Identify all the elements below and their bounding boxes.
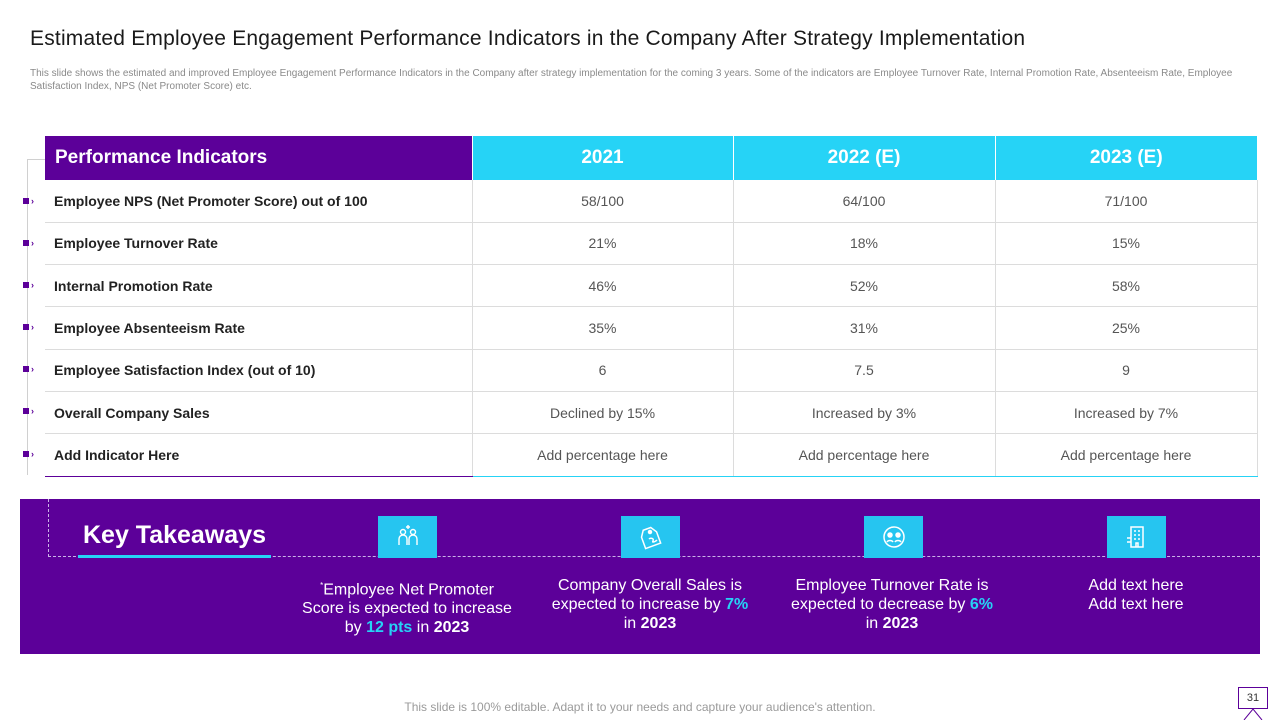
header-2022: 2022 (E): [732, 136, 995, 180]
cell-2021: 21%: [471, 222, 733, 266]
takeaway-nps: *Employee Net Promoter Score is expected…: [302, 576, 512, 637]
cell-2022: 31%: [732, 306, 995, 350]
table-row: Employee Absenteeism Rate 35% 31% 25%: [45, 306, 1258, 350]
cell-2022: 64/100: [732, 180, 995, 223]
row-bullet-icon: ›: [23, 196, 37, 206]
slide-footer-note: This slide is 100% editable. Adapt it to…: [404, 700, 876, 714]
table-row: Internal Promotion Rate 46% 52% 58%: [45, 264, 1258, 308]
row-label: Employee Satisfaction Index (out of 10): [45, 349, 472, 392]
header-2023: 2023 (E): [994, 136, 1257, 180]
takeaway-in: in: [416, 619, 430, 637]
slide-subtitle: This slide shows the estimated and impro…: [30, 68, 1233, 92]
header-2021: 2021: [471, 136, 733, 180]
cell-2021: 6: [471, 349, 733, 392]
slide-title: Estimated Employee Engagement Performanc…: [30, 27, 1026, 50]
easel-icon: [1243, 709, 1263, 720]
cell-2022: 18%: [732, 222, 995, 266]
people-icon: [378, 516, 437, 558]
row-bullet-icon: ›: [23, 280, 37, 290]
takeaway-placeholder-line: Add text here: [1088, 596, 1184, 613]
heading-underline: [78, 555, 271, 558]
table-row: Employee NPS (Net Promoter Score) out of…: [45, 180, 1258, 223]
takeaway-placeholder-line: Add text here: [1088, 577, 1184, 594]
price-tag-icon: [621, 516, 680, 558]
cell-2021: Declined by 15%: [471, 391, 733, 435]
row-label: Employee Absenteeism Rate: [45, 306, 472, 350]
cell-2021: Add percentage here: [471, 433, 733, 477]
row-bullet-icon: ›: [23, 449, 37, 459]
cell-2022: 52%: [732, 264, 995, 308]
row-bullet-icon: ›: [23, 238, 37, 248]
table-row: Add Indicator Here Add percentage here A…: [45, 433, 1258, 477]
takeaway-year: 2023: [433, 619, 470, 637]
row-label: Employee NPS (Net Promoter Score) out of…: [45, 180, 472, 223]
cell-2021: 35%: [471, 306, 733, 350]
row-bullet-icon: ›: [23, 406, 37, 416]
row-bullet-icon: ›: [23, 322, 37, 332]
takeaway-year: 2023: [640, 615, 677, 632]
cell-2021: 58/100: [471, 180, 733, 223]
performance-indicators-table: Performance Indicators 2021 2022 (E) 202…: [45, 136, 1258, 477]
cell-2023: Increased by 7%: [994, 391, 1258, 435]
table-row: Overall Company Sales Declined by 15% In…: [45, 391, 1258, 435]
takeaway-sales: Company Overall Sales is expected to inc…: [545, 576, 755, 633]
cell-2023: Add percentage here: [994, 433, 1258, 477]
cell-2023: 71/100: [994, 180, 1258, 223]
row-bullet-icon: ›: [23, 364, 37, 374]
table-row: Employee Satisfaction Index (out of 10) …: [45, 349, 1258, 392]
takeaway-text: Employee Turnover Rate is expected to de…: [791, 577, 989, 613]
side-connector-tick: [27, 159, 45, 160]
cell-2023: 9: [994, 349, 1258, 392]
cell-2023: 25%: [994, 306, 1258, 350]
key-takeaways-heading: Key Takeaways: [83, 521, 266, 549]
footnote-mark: *: [320, 581, 324, 590]
page-number: 31: [1238, 687, 1268, 709]
team-cycle-icon: [864, 516, 923, 558]
takeaway-turnover: Employee Turnover Rate is expected to de…: [787, 576, 997, 633]
takeaway-in: in: [623, 615, 637, 632]
table-row: Employee Turnover Rate 21% 18% 15%: [45, 222, 1258, 266]
row-label: Add Indicator Here: [45, 433, 472, 477]
header-performance-indicators: Performance Indicators: [45, 136, 472, 180]
cell-2023: 58%: [994, 264, 1258, 308]
takeaway-highlight: 12 pts: [366, 619, 413, 637]
key-takeaways-panel: Key Takeaways *Employee Net Promoter Sco: [20, 499, 1260, 654]
cell-2021: 46%: [471, 264, 733, 308]
row-label: Employee Turnover Rate: [45, 222, 472, 266]
takeaway-highlight: 6%: [969, 596, 993, 613]
cell-2022: Increased by 3%: [732, 391, 995, 435]
table-header-row: Performance Indicators 2021 2022 (E) 202…: [45, 136, 1257, 180]
cell-2022: Add percentage here: [732, 433, 995, 477]
cell-2022: 7.5: [732, 349, 995, 392]
row-label: Internal Promotion Rate: [45, 264, 472, 308]
takeaway-placeholder: Add text here Add text here: [1031, 576, 1241, 614]
takeaway-text: Company Overall Sales is expected to inc…: [551, 577, 743, 613]
takeaway-year: 2023: [882, 615, 919, 632]
takeaway-highlight: 7%: [725, 596, 749, 613]
dashed-divider-vertical: [48, 499, 49, 557]
takeaway-in: in: [865, 615, 879, 632]
building-icon: [1107, 516, 1166, 558]
cell-2023: 15%: [994, 222, 1258, 266]
takeaway-text: Employee Net Promoter Score is expected …: [302, 581, 512, 637]
side-connector-line: [27, 159, 28, 475]
row-label: Overall Company Sales: [45, 391, 472, 435]
